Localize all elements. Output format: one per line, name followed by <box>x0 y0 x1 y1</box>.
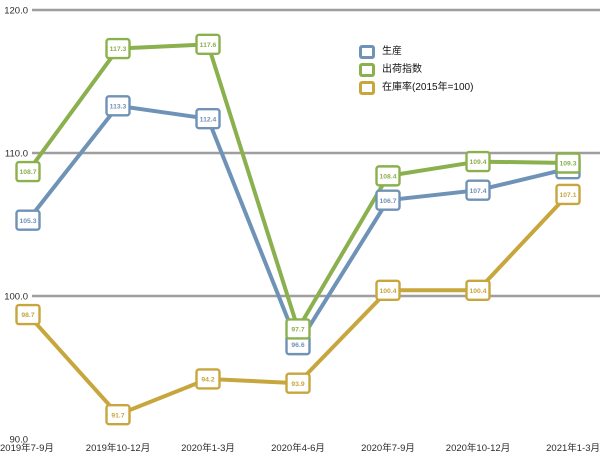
x-axis-tick-label: 2020年10-12月 <box>446 442 510 454</box>
data-point-value: 117.6 <box>200 42 217 49</box>
legend-item: 出荷指数 <box>359 62 473 77</box>
data-point-value: 97.7 <box>291 326 304 333</box>
data-point-marker <box>15 209 41 231</box>
legend-item-label: 在庫率(2015年=100) <box>382 82 474 93</box>
data-point-value: 106.7 <box>379 198 396 205</box>
y-axis-tick-label: 110.0 <box>5 149 28 160</box>
data-point-marker <box>465 279 491 301</box>
data-point-marker <box>555 152 581 174</box>
data-point-marker <box>375 165 401 187</box>
data-point-marker <box>465 179 491 201</box>
data-point-value: 109.4 <box>469 159 486 166</box>
legend-item: 生産 <box>359 44 473 59</box>
legend-marker-icon <box>359 62 375 77</box>
data-point-marker <box>195 107 221 130</box>
data-point-marker <box>15 160 41 183</box>
series-line-0 <box>26 103 570 347</box>
data-point-value: 105.3 <box>19 218 36 225</box>
data-point-value: 113.3 <box>110 103 127 110</box>
legend-marker-icon <box>359 44 375 59</box>
data-point-marker <box>555 183 581 206</box>
y-axis-tick-label: 120.0 <box>4 6 28 17</box>
data-point-value: 108.4 <box>379 173 396 180</box>
legend-item: 在庫率(2015年=100) <box>359 80 474 95</box>
data-point-value: 100.4 <box>469 288 486 295</box>
data-point-value: 100.4 <box>379 288 396 295</box>
data-point-value: 93.9 <box>291 381 304 388</box>
x-axis-tick-label: 2020年1-3月 <box>181 442 235 454</box>
data-point-value: 112.4 <box>200 116 217 123</box>
y-axis-tick-label: 90.0 <box>10 435 29 446</box>
data-point-value: 98.7 <box>21 312 34 319</box>
data-point-value: 108.7 <box>19 169 36 176</box>
data-point-value: 109.3 <box>559 161 576 168</box>
data-point-marker <box>195 368 221 390</box>
data-point-marker <box>375 189 401 211</box>
data-point-value: 107.1 <box>559 192 576 199</box>
x-axis-tick-label: 2021年1-3月 <box>546 442 600 454</box>
data-point-marker <box>195 33 221 56</box>
data-point-value: 96.6 <box>291 342 304 349</box>
data-point-marker <box>465 150 491 173</box>
x-axis-tick-label: 2020年7-9月 <box>361 442 415 454</box>
x-axis-tick-label: 2019年10-12月 <box>86 442 150 454</box>
data-point-value: 94.2 <box>201 377 214 384</box>
data-point-marker <box>285 372 311 394</box>
data-point-value: 117.3 <box>110 46 127 53</box>
legend-marker-icon <box>359 80 375 95</box>
data-point-value: 91.7 <box>111 412 124 419</box>
legend-item-label: 生産 <box>382 46 402 57</box>
legend: 生産出荷指数在庫率(2015年=100) <box>359 44 474 95</box>
x-axis-tick-label: 2019年7-9月 <box>0 442 54 454</box>
data-point-marker <box>15 303 41 326</box>
data-point-marker <box>105 95 131 117</box>
y-axis-tick-label: 100.0 <box>4 292 28 303</box>
data-point-marker <box>105 403 131 426</box>
data-point-value: 107.4 <box>469 188 486 195</box>
data-point-marker <box>375 279 401 301</box>
x-axis-tick-label: 2020年4-6月 <box>271 442 325 454</box>
legend-item-label: 出荷指数 <box>382 64 422 75</box>
data-point-marker <box>285 318 311 340</box>
data-point-marker <box>105 37 131 60</box>
